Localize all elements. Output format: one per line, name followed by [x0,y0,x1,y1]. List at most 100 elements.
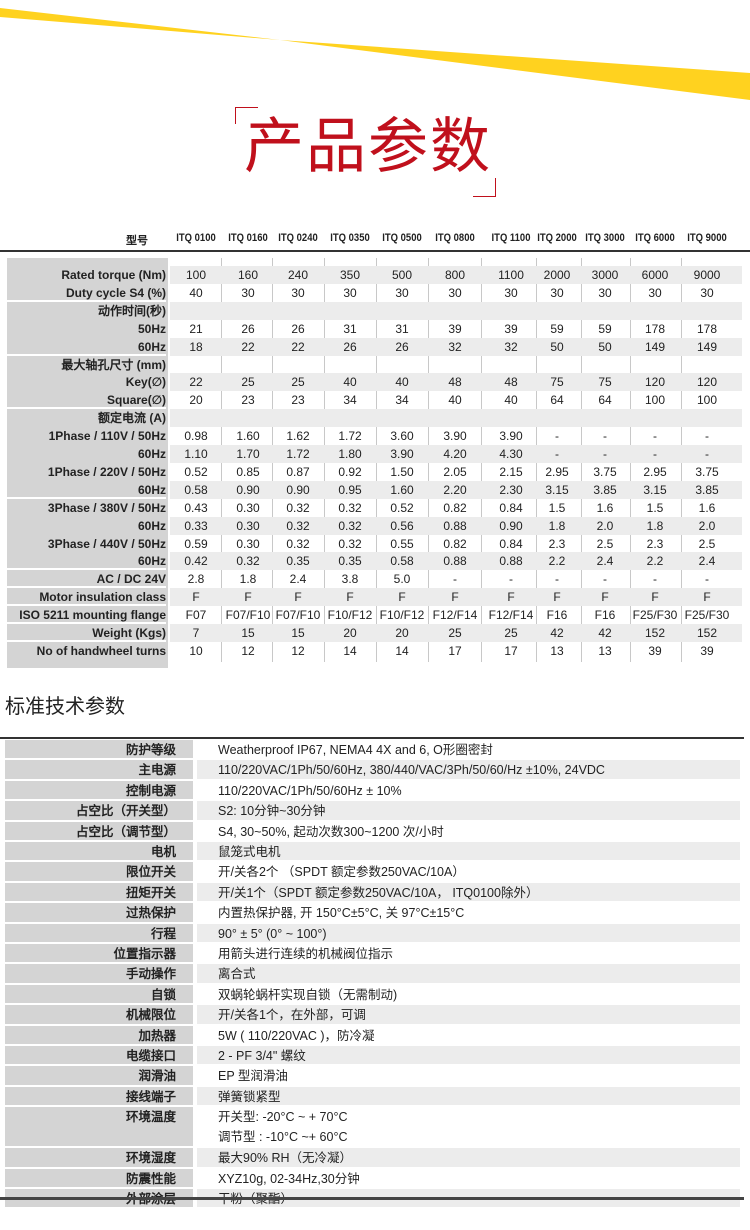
row-label: Duty cycle S4 (%) [65,285,166,300]
row-label: 60Hz [137,518,166,533]
spec-value-text: 内置热保护器, 开 150°C±5°C, 关 97°C±15°C [218,906,465,921]
spec-row: 加热器 5W ( 110/220VAC )，防冷凝 [0,1025,750,1046]
row-label: 50Hz [137,321,166,336]
row-label: Rated torque (Nm) [61,268,166,282]
table-cell: 6000 [641,268,669,282]
table-cell: 0.58 [390,554,414,569]
table-cell: F [507,590,515,605]
table-row: 1Phase / 220V / 50Hz 0.52 0.85 0.87 0.92 1.50… [0,463,750,481]
table-cell: 0.30 [236,536,260,551]
table-cell: 50 [550,339,564,354]
spec-label: 主电源 [5,760,193,779]
table-cell: 0.30 [236,500,260,515]
table-cell: 2.3 [548,536,566,551]
table-cell: 1.5 [548,500,566,515]
table-cell: 18 [189,339,203,354]
table-cell: 0.32 [286,518,310,533]
spec-row: 环境湿度 最大90% RH（无冷凝） [0,1148,750,1168]
table-cell: 40 [189,285,203,300]
table-row: 60Hz 18 22 22 26 26 32 32 50 50 149 149 [0,337,750,356]
table-row: No of handwheel turns 10 12 12 14 14 17 17 13 13 3… [0,639,750,660]
table-cell: 0.90 [499,518,523,533]
table-cell: 75 [550,375,564,390]
table-cell: - [453,572,457,587]
table-cell: 0.87 [286,464,310,479]
spec-value: 最大90% RH（无冷凝） [197,1148,740,1167]
table-cell: 59 [550,321,564,336]
row-stripe [170,266,742,284]
table-cell: 25 [504,626,518,640]
spec-value-text: 90° ± 5° (0° ~ 100°) [218,926,327,941]
table-cell: 3.8 [341,572,359,587]
table-cell: 240 [287,268,309,282]
table-cell: 26 [241,321,255,336]
spec-row: 防护等级 Weatherproof IP67, NEMA4 4X and 6, O… [0,740,750,760]
spec-row: 润滑油 EP 型润滑油 [0,1066,750,1086]
table-cell: 22 [241,339,255,354]
table-cell: 0.84 [499,500,523,515]
divider [0,1197,744,1200]
row-stripe [170,301,742,320]
row-stripe [170,337,742,356]
table-cell: 3.60 [390,429,414,444]
spec-label: 润滑油 [5,1066,193,1085]
table-cell: 10 [189,643,203,658]
table-row: 50Hz 21 26 26 31 31 39 39 59 59 178 178 [0,320,750,338]
model-header: ITQ 0160 [228,232,268,244]
table-cell: 2.30 [499,482,523,497]
spec-value: 2 - PF 3/4" 螺纹 [197,1046,740,1065]
table-cell: - [705,429,709,444]
table-cell: 30 [550,285,564,300]
table-cell: F [601,590,609,605]
spec-value-text: 用箭头进行连续的机械阀位指示 [218,947,394,961]
table-cell: 25 [241,375,255,390]
table-cell: F [398,590,406,605]
table-row: 3Phase / 380V / 50Hz 0.43 0.30 0.32 0.32 0.52… [0,496,750,517]
table-row: Motor insulation class F F F F F F F F F F F [0,586,750,607]
spec-value: EP 型润滑油 [197,1066,740,1084]
table-cell: 25 [291,375,305,390]
spec-label: 占空比（开关型） [5,801,193,820]
spec-value-text: 开关型: -20°C ~ + 70°C [218,1110,348,1125]
spec-label: 自锁 [5,984,193,1004]
row-stripe [170,624,742,642]
row-label: Square(∅) [107,393,166,408]
table-cell: 0.43 [184,500,208,515]
table-cell: 0.32 [338,500,362,515]
spec-value-text: 离合式 [218,967,256,982]
table-cell: 42 [598,626,612,640]
title-bracket-left [235,107,258,124]
table-cell: 42 [550,626,564,640]
table-cell: 1.5 [646,500,664,515]
spec-row: 环境温度 开关型: -20°C ~ + 70°C 调节型 : -10°C ~+ 60… [0,1107,750,1148]
table-cell: 2.5 [596,536,614,551]
spec-value-text: S4, 30~50%, 起动次数300~1200 次/小时 [218,824,444,839]
spec-label: 接线端子 [5,1086,193,1106]
table-cell: F [651,590,659,605]
table-cell: 7 [192,626,200,640]
table-cell: 26 [343,339,357,354]
spec-label: 机械限位 [5,1005,193,1024]
spec-value: Weatherproof IP67, NEMA4 4X and 6, O形圈密封 [197,740,740,758]
table-row: 60Hz 0.42 0.32 0.35 0.35 0.58 0.88 0.88 2.2 2.4 2.… [0,552,750,571]
spec-row: 行程 90° ± 5° (0° ~ 100°) [0,923,750,944]
model-header: ITQ 6000 [635,232,675,244]
spec-value: 110/220VAC/1Ph/50/60Hz ± 10% [197,781,740,799]
table-cell: 0.95 [338,482,362,497]
divider [0,737,744,739]
table-row: 60Hz 0.33 0.30 0.32 0.32 0.56 0.88 0.90 1.8 2.0 1.… [0,516,750,535]
table-cell: F25/F30 [684,608,730,623]
row-label: 60Hz [137,554,166,569]
spec-value-text-2: 调节型 : -10°C ~+ 60°C [218,1130,348,1145]
table-cell: 17 [504,643,518,658]
table-cell: 20 [343,626,357,640]
table-cell: 2.2 [548,554,566,569]
spec-label: 限位开关 [5,862,193,881]
table-cell: 0.82 [443,536,467,551]
spec-value: 离合式 [197,964,740,983]
table-cell: 149 [644,339,666,354]
table-cell: F16 [546,608,568,623]
table-cell: 0.52 [390,500,414,515]
spec-row: 限位开关 开/关各2个 （SPDT 额定参数250VAC/10A） [0,862,750,882]
spec-value: S4, 30~50%, 起动次数300~1200 次/小时 [197,822,740,840]
